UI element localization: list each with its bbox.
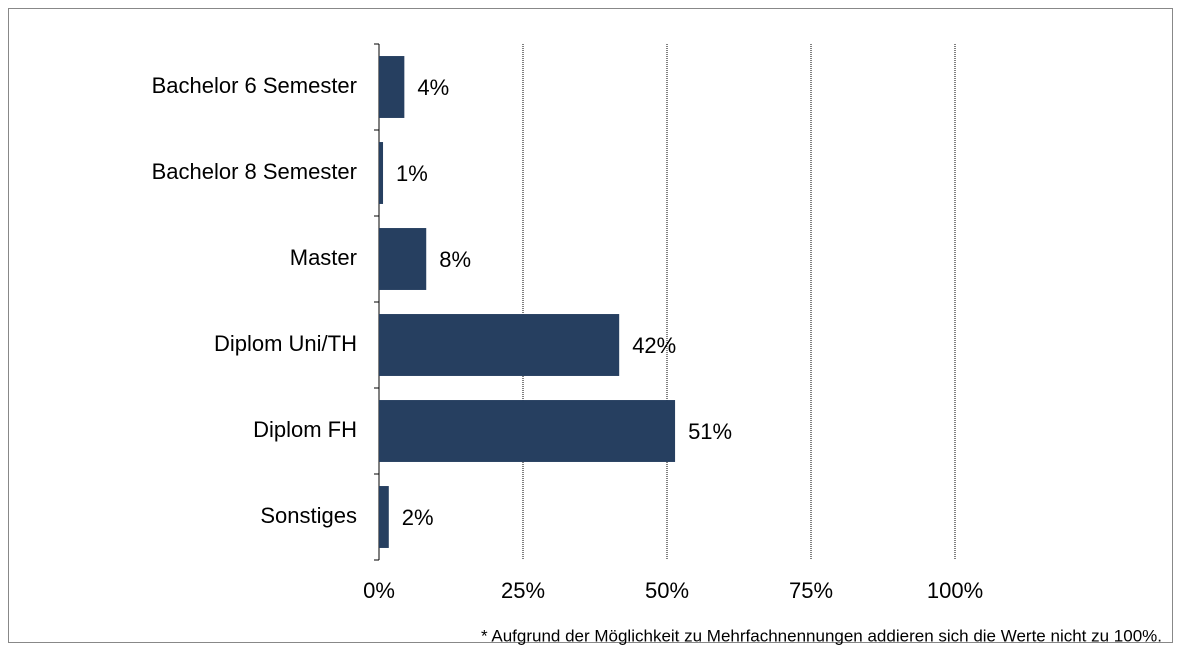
bar — [379, 56, 405, 118]
footnote: * Aufgrund der Möglichkeit zu Mehrfachne… — [481, 626, 1162, 645]
y-tick-label: Master — [290, 245, 357, 270]
x-tick-label: 50% — [645, 578, 689, 603]
y-tick-label: Diplom FH — [253, 417, 357, 442]
bar — [379, 486, 389, 548]
bar — [379, 228, 427, 290]
x-tick-label: 100% — [927, 578, 983, 603]
bar — [379, 400, 676, 462]
y-tick-label: Bachelor 6 Semester — [152, 73, 357, 98]
x-tick-label: 0% — [363, 578, 395, 603]
value-label: 1% — [396, 161, 428, 186]
x-tick-label: 25% — [501, 578, 545, 603]
value-label: 8% — [439, 247, 471, 272]
y-tick-label: Bachelor 8 Semester — [152, 159, 357, 184]
y-tick-label: Sonstiges — [260, 503, 357, 528]
y-tick-label: Diplom Uni/TH — [214, 331, 357, 356]
value-label: 42% — [632, 333, 676, 358]
value-label: 2% — [402, 505, 434, 530]
value-label: 4% — [417, 75, 449, 100]
bar — [379, 142, 384, 204]
x-tick-label: 75% — [789, 578, 833, 603]
bar — [379, 314, 620, 376]
value-label: 51% — [688, 419, 732, 444]
